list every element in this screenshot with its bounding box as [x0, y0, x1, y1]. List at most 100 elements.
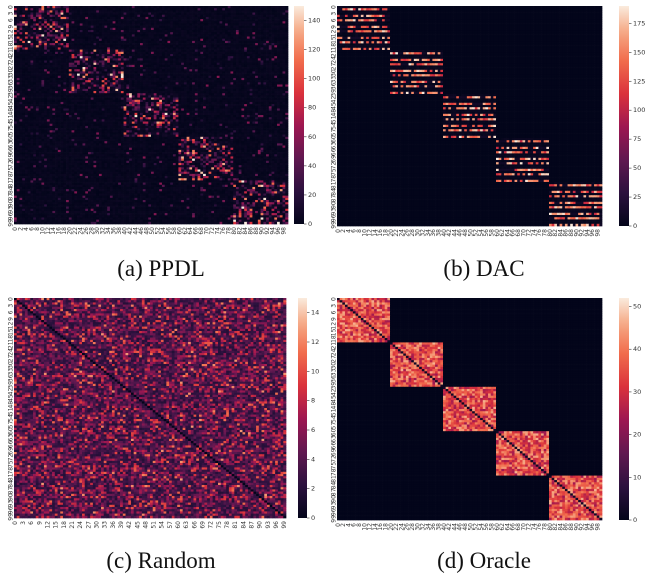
heatmap-cell [189, 8, 193, 11]
heatmap-cell [189, 73, 193, 77]
heatmap-cell [279, 36, 283, 40]
heatmap-cell [140, 10, 144, 13]
heatmap-cell [186, 101, 190, 105]
heatmap-cell [200, 40, 204, 44]
heatmap-cell [151, 56, 155, 59]
heatmap-cell [109, 12, 113, 16]
heatmap-cell [118, 91, 122, 94]
heatmap-cell [208, 49, 212, 53]
heatmap-cell [98, 43, 103, 46]
heatmap-cell [134, 67, 138, 70]
heatmap-cell [263, 51, 267, 55]
heatmap-cell [263, 40, 267, 44]
heatmap-cell [227, 58, 231, 61]
heatmap-cell [189, 77, 193, 81]
heatmap-cell [257, 56, 261, 59]
heatmap-cell [120, 112, 124, 116]
heatmap-cell [252, 67, 256, 70]
heatmap-cell [52, 40, 56, 44]
heatmap-cell [24, 10, 29, 13]
heatmap-cell [93, 23, 97, 26]
heatmap-cell [268, 93, 272, 96]
heatmap-cell [57, 6, 61, 9]
heatmap-cell [260, 73, 264, 77]
heatmap-cell [55, 56, 59, 59]
heatmap-cell [205, 106, 209, 109]
heatmap-cell [211, 60, 215, 64]
heatmap-cell [266, 84, 270, 88]
heatmap-cell [181, 21, 185, 24]
heatmap-cell [74, 80, 78, 83]
heatmap-cell [156, 6, 160, 9]
heatmap-cell [87, 58, 92, 61]
heatmap-cell [274, 106, 278, 109]
heatmap-cell [98, 77, 103, 81]
heatmap-cell [172, 12, 177, 16]
heatmap-cell [167, 75, 171, 79]
heatmap-cell [131, 10, 135, 13]
heatmap-cell [77, 29, 81, 33]
heatmap-cell [161, 10, 166, 13]
heatmap-cell [167, 45, 171, 48]
heatmap-cell [46, 88, 50, 92]
heatmap-cell [246, 67, 250, 70]
heatmap-cell [227, 108, 231, 111]
heatmap-cell [186, 21, 190, 24]
heatmap-cell [252, 14, 256, 18]
heatmap-cell [118, 12, 122, 16]
heatmap-cell [129, 110, 133, 114]
heatmap-cell [161, 106, 166, 109]
heatmap-cell [140, 27, 144, 31]
heatmap-cell [167, 12, 171, 16]
heatmap-cell [82, 73, 86, 77]
heatmap-cell [115, 104, 119, 107]
heatmap-cell [35, 29, 40, 33]
heatmap-cell [109, 93, 113, 96]
heatmap-cell [151, 110, 155, 114]
heatmap-cell [49, 99, 53, 103]
heatmap-cell [194, 110, 198, 114]
heatmap-cell [205, 43, 209, 46]
heatmap-cell [172, 112, 177, 116]
heatmap-cell [274, 69, 278, 72]
heatmap-cell [238, 73, 242, 77]
heatmap-cell [107, 6, 111, 9]
heatmap-cell [134, 25, 138, 29]
heatmap-cell [178, 56, 182, 59]
heatmap-cell [192, 8, 196, 11]
heatmap-cell [252, 38, 256, 42]
heatmap-cell [68, 84, 72, 88]
heatmap-cell [266, 75, 270, 79]
heatmap-cell [131, 73, 135, 77]
heatmap-cell [140, 88, 144, 92]
heatmap-cell [126, 32, 130, 35]
heatmap-cell [285, 19, 289, 22]
heatmap-cell [126, 101, 130, 105]
heatmap-cell [79, 99, 83, 103]
heatmap-cell [93, 10, 97, 13]
heatmap-cell [178, 58, 182, 61]
heatmap-cell [186, 99, 190, 103]
heatmap-cell [131, 19, 135, 22]
heatmap-cell [115, 23, 119, 26]
heatmap-cell [189, 75, 193, 79]
heatmap-cell [230, 60, 234, 64]
heatmap-cell [244, 23, 248, 26]
heatmap-cell [181, 16, 185, 20]
heatmap-cell [189, 93, 193, 96]
heatmap-cell [186, 84, 190, 88]
heatmap-cell [109, 73, 113, 77]
heatmap-cell [137, 99, 141, 103]
heatmap-cell [260, 80, 264, 83]
heatmap-cell [266, 106, 270, 109]
heatmap-cell [282, 36, 286, 40]
heatmap-cell [178, 108, 182, 111]
heatmap-cell [104, 82, 108, 85]
heatmap-cell [131, 8, 135, 11]
heatmap-cell [112, 58, 116, 61]
heatmap-cell [101, 10, 105, 13]
heatmap-cell [44, 93, 48, 96]
heatmap-cell [112, 45, 116, 48]
heatmap-cell [227, 93, 231, 96]
heatmap-cell [263, 86, 267, 90]
